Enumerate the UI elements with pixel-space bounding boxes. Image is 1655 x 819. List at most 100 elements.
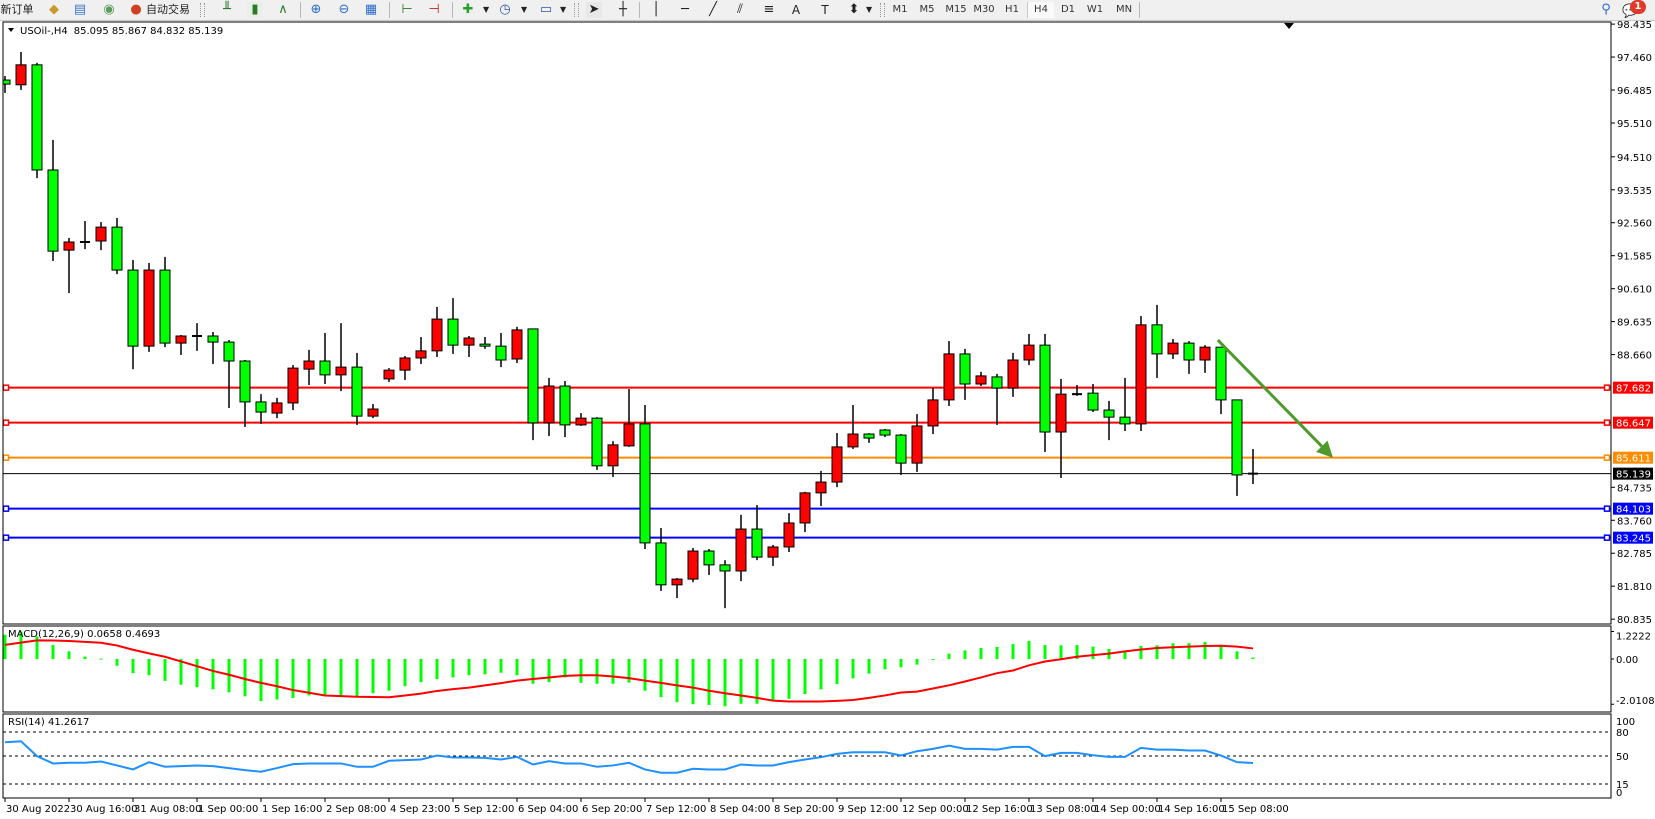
- time-label: 7 Sep 12:00: [646, 804, 706, 815]
- macd-histogram-bar: [1203, 641, 1207, 659]
- macd-histogram-bar: [243, 659, 247, 697]
- candle-body: [431, 318, 443, 352]
- new-order-button[interactable]: 新订单: [0, 3, 34, 16]
- text-label-icon[interactable]: T: [821, 3, 829, 17]
- notification-badge[interactable]: 1: [1630, 0, 1646, 14]
- timeframe-m1[interactable]: M1: [892, 4, 908, 15]
- time-label: 14 Sep 00:00: [1094, 804, 1161, 815]
- timeframe-d1[interactable]: D1: [1060, 4, 1076, 15]
- add-indicator-icon[interactable]: ✚: [462, 2, 474, 17]
- candle: [303, 349, 315, 386]
- line-handle-icon: [3, 505, 10, 512]
- crosshair-icon[interactable]: ┼: [619, 2, 627, 17]
- metaeditor-icon[interactable]: ◆: [49, 2, 59, 17]
- price-label-background: [1613, 416, 1653, 429]
- periods-icon[interactable]: ◷: [499, 2, 511, 17]
- candle-body: [31, 64, 43, 171]
- level-price-label: 83.245: [1616, 534, 1651, 545]
- toolbar-grip[interactable]: [574, 3, 579, 17]
- candle: [239, 360, 251, 427]
- chevron-down-icon[interactable]: ▼: [866, 5, 873, 14]
- candle: [80, 221, 90, 250]
- macd-histogram-bar: [147, 659, 151, 676]
- candle: [1231, 399, 1243, 496]
- terminal-icon[interactable]: ▤: [73, 2, 87, 17]
- chevron-down-icon[interactable]: ▼: [521, 5, 528, 14]
- zoom-in-icon[interactable]: ⊕: [310, 2, 322, 17]
- equidistant-channel-icon[interactable]: ⫽: [737, 2, 743, 17]
- macd-histogram-bar: [403, 659, 407, 687]
- timeframe-h4[interactable]: H4: [1027, 2, 1054, 18]
- candle: [703, 549, 715, 576]
- candlestick-icon[interactable]: ▮: [247, 2, 263, 18]
- ohlc-values: 85.095 85.867 84.832 85.139: [74, 26, 224, 37]
- candle: [1119, 377, 1131, 432]
- macd-histogram-bar: [1091, 646, 1095, 659]
- candle-body: [415, 350, 427, 359]
- candle-body: [959, 353, 971, 385]
- symbol-timeframe: USOil-,H4: [20, 26, 68, 37]
- timeframe-m30[interactable]: M30: [973, 4, 995, 15]
- chevron-down-icon[interactable]: ▼: [483, 5, 490, 14]
- trendline-icon[interactable]: ╱: [709, 2, 717, 17]
- macd-histogram-bar: [851, 659, 855, 679]
- horizontal-line-icon[interactable]: ─: [681, 2, 689, 17]
- tile-windows-icon[interactable]: ▦: [364, 2, 378, 17]
- zoom-out-icon[interactable]: ⊖: [338, 2, 350, 17]
- templates-icon[interactable]: ▭: [539, 2, 553, 17]
- timeframe-h1[interactable]: H1: [1005, 4, 1019, 15]
- candle-body: [671, 578, 683, 586]
- candle: [959, 348, 971, 400]
- candle-body: [1135, 324, 1147, 425]
- collapse-triangle-icon[interactable]: [8, 28, 14, 32]
- chart-shift-icon[interactable]: ⊢: [401, 2, 413, 17]
- candle: [687, 547, 699, 583]
- price-tick-label: 88.660: [1617, 351, 1652, 362]
- macd-histogram-bar: [499, 659, 503, 673]
- toolbar-grip[interactable]: [200, 3, 205, 17]
- autotrading-icon[interactable]: ●: [130, 2, 142, 17]
- toolbar-separator: [639, 2, 640, 18]
- fibonacci-icon[interactable]: ≡: [763, 2, 775, 17]
- price-label-background: [1613, 502, 1653, 515]
- candle: [879, 428, 891, 438]
- vertical-line-icon[interactable]: │: [652, 2, 660, 17]
- bar-chart-icon[interactable]: ╨: [223, 2, 231, 17]
- rsi-tick-label: 15: [1616, 780, 1629, 791]
- toolbar-grip[interactable]: [880, 3, 885, 17]
- autotrading-button[interactable]: 自动交易: [146, 3, 190, 16]
- autoscroll-icon[interactable]: ⊣: [428, 2, 440, 17]
- text-icon[interactable]: A: [791, 3, 801, 17]
- candle: [751, 505, 763, 561]
- timeframe-m15[interactable]: M15: [945, 4, 967, 15]
- chart-shift-marker-icon[interactable]: [1284, 23, 1294, 29]
- price-tick-label: 97.460: [1617, 53, 1652, 64]
- trend-arrow[interactable]: [1216, 339, 1333, 458]
- candle: [511, 326, 523, 364]
- macd-histogram-bar: [83, 656, 87, 659]
- candle-body: [575, 417, 587, 426]
- level-price-label: 85.611: [1616, 454, 1651, 465]
- candle: [847, 404, 859, 449]
- line-chart-icon[interactable]: ∧: [278, 2, 288, 17]
- price-tick-label: 94.510: [1617, 153, 1652, 164]
- candle-body: [863, 433, 875, 439]
- search-icon[interactable]: ⚲: [1601, 2, 1611, 17]
- chevron-down-icon[interactable]: ▼: [560, 5, 567, 14]
- candle: [671, 578, 683, 599]
- candle-body: [639, 423, 651, 544]
- time-label: 6 Sep 04:00: [518, 804, 578, 815]
- signals-icon[interactable]: ◉: [103, 2, 115, 17]
- time-label: 12 Sep 16:00: [966, 804, 1033, 815]
- candle: [783, 513, 795, 553]
- cursor-icon[interactable]: ➤: [586, 2, 602, 18]
- arrows-icon[interactable]: ⬍: [848, 2, 860, 17]
- timeframe-w1[interactable]: W1: [1086, 4, 1104, 15]
- timeframe-mn[interactable]: MN: [1115, 4, 1133, 15]
- timeframe-m5[interactable]: M5: [919, 4, 935, 15]
- candle: [175, 334, 187, 355]
- candle: [47, 139, 59, 261]
- price-label-background: [1613, 531, 1653, 544]
